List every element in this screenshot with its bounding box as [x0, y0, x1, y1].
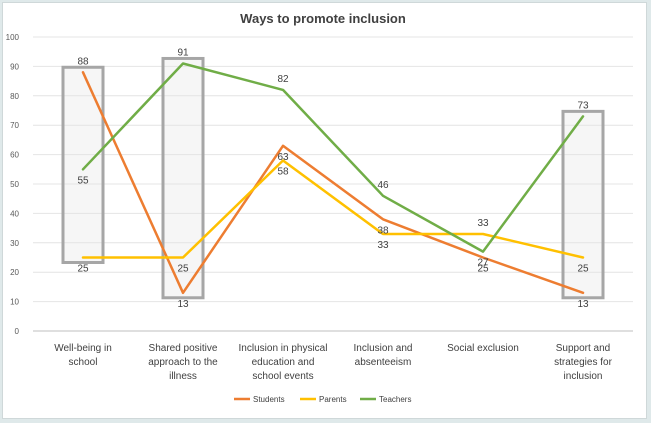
- chart-title: Ways to promote inclusion: [240, 11, 406, 26]
- y-tick-label: 60: [10, 151, 19, 160]
- legend-label-students: Students: [253, 395, 285, 404]
- x-category-label-line: approach to the: [148, 357, 218, 368]
- series-line-parents: [81, 159, 585, 259]
- y-tick-label: 20: [10, 268, 19, 277]
- series-line-teachers: [81, 62, 585, 253]
- y-tick-label: 30: [10, 239, 19, 248]
- x-category-label-line: Support and: [556, 343, 611, 354]
- x-category-label-line: school: [69, 357, 98, 368]
- data-label: 13: [177, 299, 189, 310]
- data-label: 38: [377, 225, 389, 236]
- x-category-label: Social exclusion: [447, 343, 519, 354]
- x-category-label-line: education and: [252, 357, 315, 368]
- y-axis: 0 10 20 30 40 50 60 70 80 90 100: [6, 33, 20, 336]
- data-label: 63: [277, 152, 289, 163]
- x-category-label: Well-being in school: [54, 343, 112, 368]
- series-lines: [81, 62, 585, 295]
- y-tick-label: 70: [10, 121, 19, 130]
- data-label: 25: [177, 264, 189, 275]
- x-category-label-line: illness: [169, 371, 197, 382]
- x-category-label-line: Inclusion and: [354, 343, 413, 354]
- data-label: 33: [377, 240, 389, 251]
- data-label: 88: [77, 56, 89, 67]
- y-tick-label: 100: [6, 33, 20, 42]
- x-category-label-line: strategies for: [554, 357, 612, 368]
- y-tick-label: 50: [10, 180, 19, 189]
- y-tick-label: 40: [10, 209, 19, 218]
- legend-label-parents: Parents: [319, 395, 347, 404]
- x-category-label: Support and strategies for inclusion: [554, 343, 612, 382]
- data-label: 91: [177, 47, 189, 58]
- highlight-boxes: [61, 56, 605, 300]
- x-category-label-line: Shared positive: [149, 343, 218, 354]
- series-line-students: [81, 71, 585, 295]
- y-tick-label: 10: [10, 298, 19, 307]
- x-category-label-line: Social exclusion: [447, 343, 519, 354]
- x-category-label: Shared positive approach to the illness: [148, 343, 218, 382]
- data-label: 73: [577, 100, 589, 111]
- y-tick-label: 90: [10, 62, 19, 71]
- x-category-label-line: Inclusion in physical: [239, 343, 328, 354]
- data-label: 27: [477, 258, 489, 269]
- data-label: 82: [277, 74, 289, 85]
- data-label: 33: [477, 218, 489, 229]
- data-label: 25: [577, 264, 589, 275]
- x-category-label-line: absenteeism: [355, 357, 412, 368]
- legend: Students Parents Teachers: [234, 395, 411, 404]
- line-chart: Ways to promote inclusion 0 10 20 30 40 50 60 7…: [6, 11, 633, 404]
- x-category-label-line: Well-being in: [54, 343, 112, 354]
- highlight-box: [61, 65, 105, 264]
- y-tick-label: 80: [10, 92, 19, 101]
- x-category-label-line: inclusion: [564, 371, 603, 382]
- x-category-label: Inclusion in physical education and school…: [239, 343, 328, 382]
- legend-label-teachers: Teachers: [379, 395, 411, 404]
- data-label: 25: [77, 264, 89, 275]
- x-axis: Well-being in school Shared positive approa…: [54, 343, 612, 382]
- highlight-box: [561, 109, 605, 300]
- x-category-label-line: school events: [252, 371, 313, 382]
- data-label: 55: [77, 175, 89, 186]
- data-label: 13: [577, 299, 589, 310]
- y-tick-label: 0: [15, 327, 20, 336]
- data-label: 58: [277, 166, 289, 177]
- chart-frame: Ways to promote inclusion 0 10 20 30 40 50 60 7…: [2, 2, 647, 419]
- x-category-label: Inclusion and absenteeism: [354, 343, 413, 368]
- data-label: 25: [477, 264, 489, 275]
- data-label: 46: [377, 180, 389, 191]
